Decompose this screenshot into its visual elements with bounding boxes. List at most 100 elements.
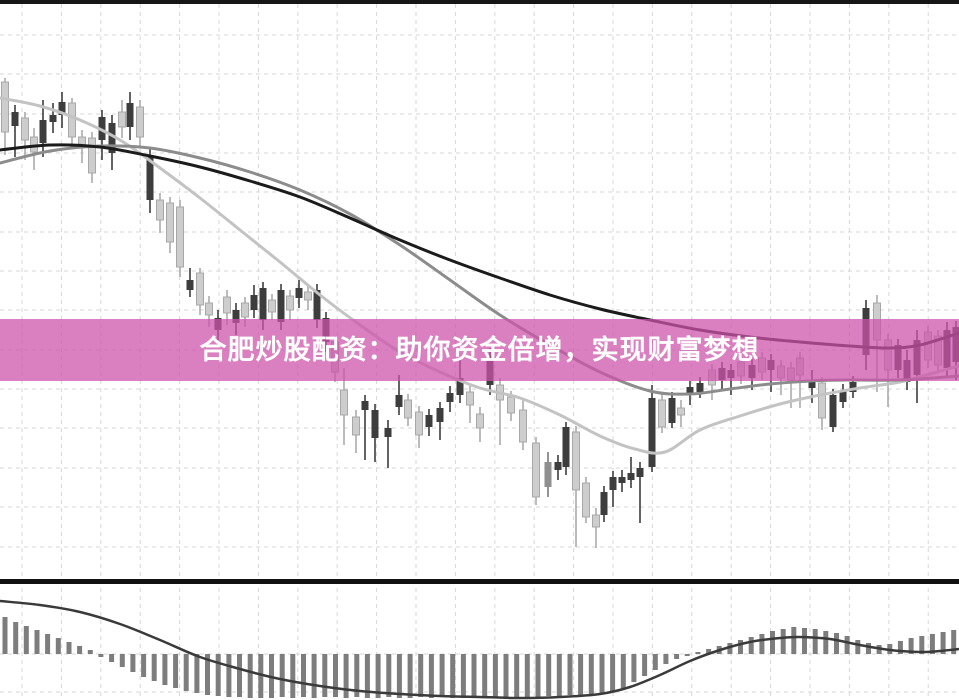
candle-body (446, 393, 454, 402)
histogram-bar (599, 654, 605, 694)
candle-body (562, 427, 570, 467)
histogram-bar (23, 626, 29, 654)
candle-body (415, 411, 423, 436)
histogram-bar (674, 654, 680, 659)
promo-banner[interactable]: 合肥炒股配资：助你资金倍增，实现财富梦想 (0, 319, 959, 381)
candle-body (592, 514, 600, 528)
candle-body (21, 117, 29, 141)
histogram-bar (791, 627, 797, 654)
histogram-bar (258, 654, 264, 698)
candle-body (268, 299, 276, 313)
candle-body (232, 310, 240, 323)
candle-body (636, 468, 644, 477)
candle-body (686, 387, 694, 395)
ma-slow-black (0, 143, 959, 350)
candle-body (696, 383, 704, 392)
histogram-bar (695, 652, 701, 654)
histogram-bar (535, 654, 541, 697)
candle-body (1, 81, 9, 133)
histogram-bar (311, 654, 317, 698)
candle-body (627, 473, 635, 480)
histogram-bar (98, 654, 104, 657)
candle-body (425, 415, 433, 427)
candle-body (466, 391, 474, 406)
candle-body (361, 401, 369, 410)
candle-body (313, 290, 321, 320)
candle-body (250, 295, 258, 310)
candle-body (176, 206, 184, 268)
candle-body (849, 382, 857, 392)
candle-body (436, 408, 444, 422)
histogram-bar (897, 641, 903, 654)
histogram-bar (396, 654, 402, 698)
histogram-bar (173, 654, 179, 688)
panel-separator (0, 579, 959, 584)
histogram-bar (77, 646, 83, 654)
histogram-bar (301, 654, 306, 697)
candle-body (808, 380, 816, 388)
candle-body (118, 111, 126, 128)
histogram-bar (428, 654, 434, 698)
histogram-bar (844, 636, 850, 654)
candle-body (304, 291, 312, 301)
candle-body (544, 462, 552, 487)
candle-body (384, 428, 392, 437)
signal-line (0, 599, 959, 700)
histogram-bar (855, 640, 861, 654)
candle-body (277, 290, 285, 322)
candle-body (648, 398, 656, 467)
candle-body (166, 202, 174, 243)
candle-body (829, 395, 837, 427)
candle-body (146, 155, 154, 200)
candle-body (58, 102, 66, 115)
histogram-bar (119, 654, 125, 667)
candle-body (519, 409, 527, 443)
candle-body (108, 123, 116, 153)
histogram-bar (407, 654, 413, 698)
promo-banner-text: 合肥炒股配资：助你资金倍增，实现财富梦想 (199, 334, 760, 365)
histogram-bar (951, 630, 957, 654)
histogram-bar (109, 654, 115, 662)
candle-body (532, 442, 540, 498)
histogram-bar (684, 654, 690, 656)
histogram-bar (940, 632, 946, 654)
histogram-bar (354, 654, 360, 697)
histogram-bar (13, 622, 19, 654)
histogram-bar (439, 654, 445, 697)
ma-mid-gray (0, 144, 959, 396)
candle-body (223, 296, 231, 314)
histogram-bar (802, 628, 807, 654)
candle-body (136, 106, 144, 138)
candle-body (554, 462, 562, 470)
histogram-bar (141, 654, 147, 677)
histogram-bar (471, 654, 477, 697)
histogram-bar (919, 636, 925, 654)
candle-body (371, 410, 379, 438)
histogram-bar (866, 643, 871, 654)
candle-body (126, 103, 134, 127)
histogram-bar (386, 654, 392, 697)
candle-body (618, 477, 626, 483)
candle-body (507, 396, 515, 414)
histogram-bar (279, 654, 285, 697)
candle-body (295, 288, 303, 298)
histogram-bar (183, 654, 189, 691)
histogram-bar (482, 654, 488, 698)
histogram-bar (524, 654, 530, 697)
histogram-bar (642, 654, 648, 676)
candle-body (582, 482, 590, 518)
candle-body (259, 288, 267, 320)
histogram-bar (364, 654, 370, 698)
histogram-bar (418, 654, 424, 697)
histogram-bar (343, 654, 349, 698)
histogram-bar (556, 654, 562, 696)
histogram-bar (546, 654, 552, 696)
histogram-bar (450, 654, 456, 698)
histogram-bar (823, 631, 829, 654)
histogram-bar (226, 654, 232, 697)
candle-body (839, 390, 847, 402)
candle-body (286, 295, 294, 311)
histogram-bar (738, 640, 743, 654)
top-bar (0, 0, 959, 4)
